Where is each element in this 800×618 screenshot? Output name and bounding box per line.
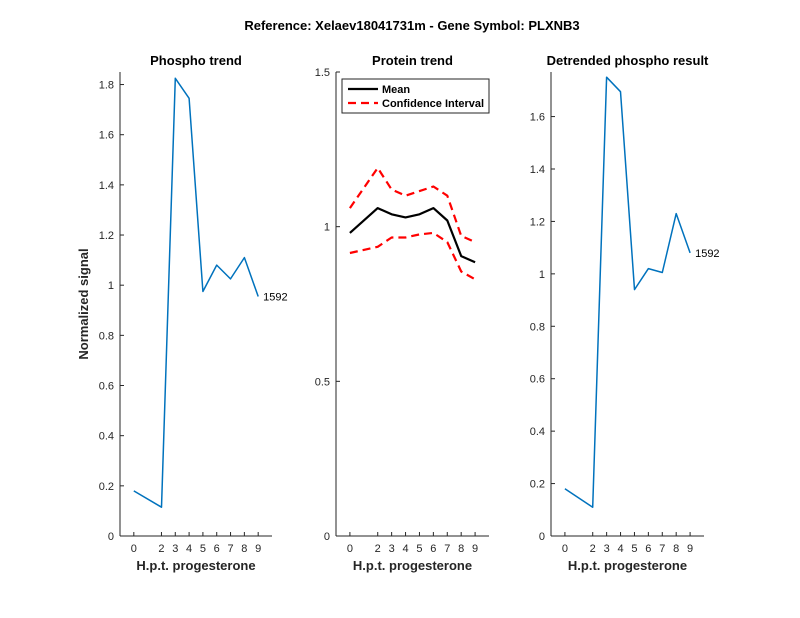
confidence-interval-line [348, 166, 476, 244]
y-tick-label: 0.4 [530, 426, 545, 438]
y-tick-label: 1.4 [99, 180, 114, 192]
series-end-label: 1592 [263, 291, 287, 303]
panel-title: Protein trend [372, 53, 453, 68]
panel-2: 0 0.5 1 1.5 0 2 3 4 5 6 7 8 9 Protein trend H.p.t. pro… [315, 53, 490, 573]
panel-title: Phospho trend [150, 53, 242, 68]
y-tick-label: 0 [108, 531, 114, 543]
legend: Mean Confidence Interval [341, 78, 490, 114]
legend-label: Confidence Interval [382, 98, 484, 110]
y-tick-label: 1.2 [530, 216, 545, 228]
x-tick-label: 2 [158, 543, 164, 555]
x-tick-label: 2 [375, 543, 381, 555]
x-axis-label: H.p.t. progesterone [136, 558, 255, 573]
x-tick-label: 5 [416, 543, 422, 555]
y-tick-label: 1.2 [99, 230, 114, 242]
x-axis-label: H.p.t. progesterone [568, 558, 687, 573]
y-tick-label: 0.8 [530, 321, 545, 333]
y-tick-label: 1.5 [315, 67, 330, 79]
y-tick-label: 0.8 [99, 330, 114, 342]
y-tick-label: 0.2 [99, 481, 114, 493]
x-tick-label: 9 [255, 543, 261, 555]
x-tick-label: 4 [186, 543, 192, 555]
x-tick-label: 7 [444, 543, 450, 555]
confidence-interval-line [349, 231, 476, 281]
y-tick-label: 0.5 [315, 376, 330, 388]
x-tick-label: 3 [604, 543, 610, 555]
y-tick-label: 0.6 [530, 374, 545, 386]
x-tick-label: 8 [241, 543, 247, 555]
x-tick-label: 7 [659, 543, 665, 555]
y-tick-label: 0.4 [99, 431, 114, 443]
y-tick-label: 0 [324, 531, 330, 543]
x-tick-label: 0 [131, 543, 137, 555]
y-tick-label: 1 [324, 222, 330, 234]
y-tick-label: 1.8 [99, 80, 114, 92]
x-tick-label: 5 [200, 543, 206, 555]
signal-line [564, 76, 691, 508]
x-axis-label: H.p.t. progesterone [353, 558, 472, 573]
x-tick-label: 0 [562, 543, 568, 555]
series-end-label: 1592 [695, 248, 719, 260]
y-tick-label: 0 [539, 531, 545, 543]
x-tick-label: 9 [472, 543, 478, 555]
y-axis-label: Normalized signal [76, 248, 91, 359]
y-tick-label: 1 [108, 280, 114, 292]
y-tick-label: 0.6 [99, 381, 114, 393]
x-tick-label: 4 [402, 543, 408, 555]
y-tick-label: 1.4 [530, 164, 545, 176]
x-tick-label: 8 [458, 543, 464, 555]
x-tick-label: 8 [673, 543, 679, 555]
figure-title: Reference: Xelaev18041731m - Gene Symbol… [244, 18, 579, 33]
x-tick-label: 9 [687, 543, 693, 555]
x-tick-label: 3 [172, 543, 178, 555]
x-tick-label: 0 [347, 543, 353, 555]
x-tick-label: 6 [645, 543, 651, 555]
panel-title: Detrended phospho result [547, 53, 709, 68]
x-tick-label: 3 [389, 543, 395, 555]
y-tick-label: 0.2 [530, 479, 545, 491]
y-tick-label: 1.6 [530, 112, 545, 124]
x-tick-label: 6 [430, 543, 436, 555]
x-tick-label: 7 [227, 543, 233, 555]
legend-label: Mean [382, 84, 410, 96]
legend-box [341, 78, 490, 114]
x-tick-label: 5 [631, 543, 637, 555]
mean-line [349, 207, 476, 264]
x-tick-label: 6 [214, 543, 220, 555]
y-tick-label: 1.6 [99, 130, 114, 142]
x-tick-label: 4 [617, 543, 623, 555]
panel-3: 0 0.2 0.4 0.6 0.8 1 1.2 1.4 1.6 0 2 3 4 5 6 7 8 9 Detrende… [530, 53, 720, 573]
y-tick-label: 1 [539, 269, 545, 281]
signal-line [133, 77, 259, 508]
panel-1: 0 0.2 0.4 0.6 0.8 1 1.2 1.4 1.6 1.8 0 2 3 4 5 6 7 8 9 Phosp… [76, 53, 288, 573]
x-tick-label: 2 [590, 543, 596, 555]
